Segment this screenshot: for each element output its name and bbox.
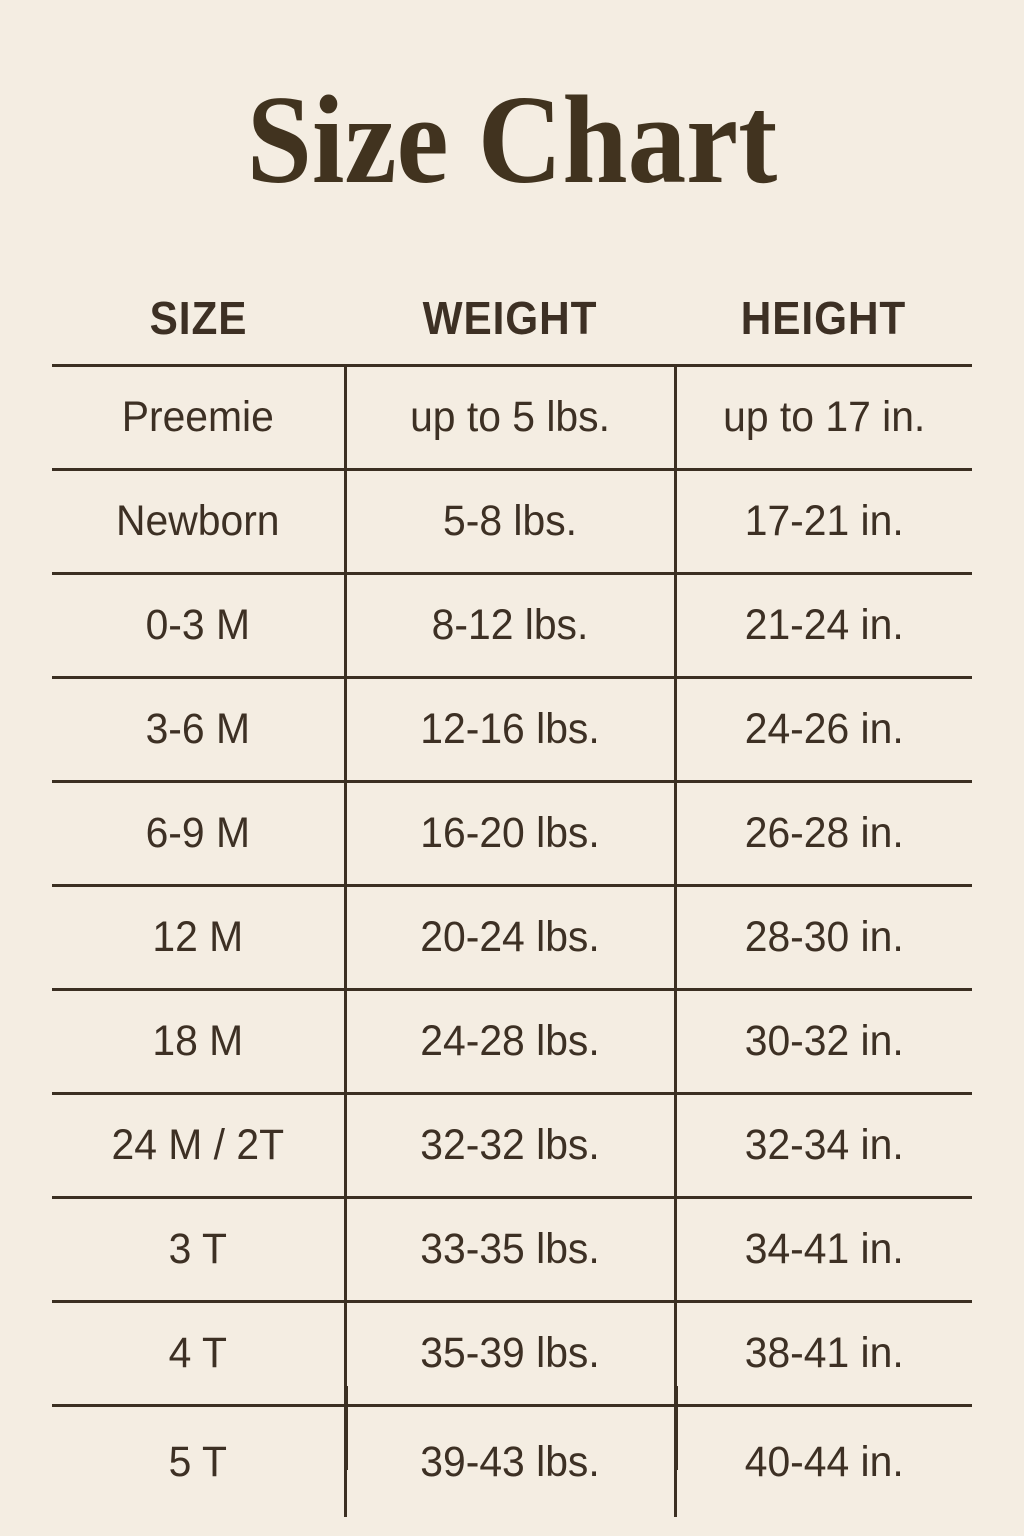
cell-height: 26-28 in. bbox=[680, 781, 965, 887]
cell-weight: 20-24 lbs. bbox=[351, 885, 667, 991]
cell-weight: 33-35 lbs. bbox=[351, 1197, 667, 1303]
cell-size: 5 T bbox=[168, 1437, 227, 1486]
cell-size: 24 M / 2T bbox=[59, 1093, 338, 1199]
table-row: 0-3 M 8-12 lbs. 21-24 in. bbox=[52, 573, 972, 679]
cell-size: 3 T bbox=[59, 1197, 338, 1303]
cell-height: 34-41 in. bbox=[680, 1197, 965, 1303]
column-header-weight: WEIGHT bbox=[358, 272, 662, 367]
cell-size: 4 T bbox=[59, 1301, 338, 1407]
cell-height: 32-34 in. bbox=[680, 1093, 965, 1199]
cell-height: 38-41 in. bbox=[680, 1301, 965, 1407]
cell-weight: 5-8 lbs. bbox=[351, 469, 667, 575]
cell-weight: 35-39 lbs. bbox=[351, 1301, 667, 1407]
column-divider-right bbox=[675, 1386, 678, 1470]
cell-size: 12 M bbox=[59, 885, 338, 991]
cell-weight: 32-32 lbs. bbox=[351, 1093, 667, 1199]
cell-height: 28-30 in. bbox=[680, 885, 965, 991]
table-row: 4 T 35-39 lbs. 38-41 in. bbox=[52, 1301, 972, 1407]
size-chart-table: SIZE WEIGHT HEIGHT Preemie up to 5 lbs. … bbox=[52, 272, 972, 1517]
table-row: 18 M 24-28 lbs. 30-32 in. bbox=[52, 989, 972, 1095]
column-divider-left bbox=[345, 1386, 348, 1470]
column-header-size: SIZE bbox=[63, 272, 334, 367]
cell-weight: 16-20 lbs. bbox=[351, 781, 667, 887]
cell-weight: 39-43 lbs. bbox=[351, 1405, 667, 1517]
table-row: 3-6 M 12-16 lbs. 24-26 in. bbox=[52, 677, 972, 783]
table-row: 3 T 33-35 lbs. 34-41 in. bbox=[52, 1197, 972, 1303]
cell-weight: 24-28 lbs. bbox=[351, 989, 667, 1095]
table-row: 5 T 39-43 lbs. 40-44 in. bbox=[52, 1405, 972, 1517]
cell-size: 3-6 M bbox=[59, 677, 338, 783]
column-header-height: HEIGHT bbox=[686, 272, 961, 367]
table-row: 12 M 20-24 lbs. 28-30 in. bbox=[52, 885, 972, 991]
table-row: Newborn 5-8 lbs. 17-21 in. bbox=[52, 469, 972, 575]
cell-weight: up to 5 lbs. bbox=[351, 365, 667, 471]
table-header: SIZE WEIGHT HEIGHT bbox=[52, 272, 972, 367]
cell-size: 18 M bbox=[59, 989, 338, 1095]
cell-size: Preemie bbox=[59, 365, 338, 471]
cell-height: 40-44 in. bbox=[680, 1405, 965, 1517]
cell-height: 24-26 in. bbox=[680, 677, 965, 783]
cell-height: up to 17 in. bbox=[680, 365, 965, 471]
cell-size: 6-9 M bbox=[59, 781, 338, 887]
header-row: SIZE WEIGHT HEIGHT bbox=[52, 272, 972, 367]
cell-weight: 8-12 lbs. bbox=[351, 573, 667, 679]
cell-height: 21-24 in. bbox=[680, 573, 965, 679]
cell-height: 17-21 in. bbox=[680, 469, 965, 575]
page-title: Size Chart bbox=[246, 71, 778, 210]
cell-size: Newborn bbox=[59, 469, 338, 575]
table-body: Preemie up to 5 lbs. up to 17 in. Newbor… bbox=[52, 365, 972, 1517]
cell-size: 0-3 M bbox=[59, 573, 338, 679]
table-row: 24 M / 2T 32-32 lbs. 32-34 in. bbox=[52, 1093, 972, 1199]
cell-weight: 12-16 lbs. bbox=[351, 677, 667, 783]
table-row: 6-9 M 16-20 lbs. 26-28 in. bbox=[52, 781, 972, 887]
cell-height: 30-32 in. bbox=[680, 989, 965, 1095]
table-row: Preemie up to 5 lbs. up to 17 in. bbox=[52, 365, 972, 471]
